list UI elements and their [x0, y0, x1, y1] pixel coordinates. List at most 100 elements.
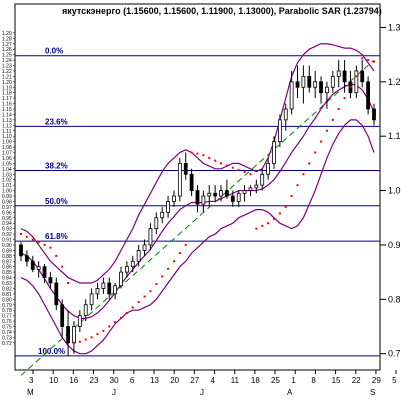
candle-body	[336, 70, 341, 77]
y-tick-label: 0.7	[388, 349, 401, 359]
trendline	[20, 59, 375, 376]
sar-dot	[267, 222, 270, 225]
y-fine-tick-label: 1.21	[2, 74, 12, 80]
sar-dot	[84, 338, 87, 341]
sar-dot	[149, 290, 152, 293]
candle-body	[219, 190, 223, 197]
x-tick-label: 30	[110, 376, 119, 385]
sar-dot	[302, 173, 305, 176]
x-tick-label: 10	[49, 376, 58, 385]
sar-dot	[155, 283, 158, 286]
candle-body	[107, 282, 112, 295]
sar-dot	[272, 217, 275, 220]
candle-body	[342, 70, 347, 83]
sar-dot	[214, 159, 217, 162]
sar-dot	[284, 205, 287, 208]
sar-dot	[337, 108, 340, 110]
y-fine-tick-label: 1.11	[2, 129, 12, 135]
y-fine-tick-label: 1.01	[2, 183, 12, 189]
candle-body	[307, 75, 312, 88]
candle-body	[354, 70, 359, 94]
y-fine-tick-label: 1.24	[2, 58, 12, 64]
sar-dot	[231, 166, 234, 169]
candle-body	[272, 141, 276, 164]
candle-body	[325, 86, 329, 94]
y-fine-tick-label: 0.74	[2, 330, 12, 336]
y-fine-tick-label: 1.02	[2, 178, 12, 184]
candle-body	[254, 184, 259, 189]
sar-dot	[114, 321, 117, 324]
x-tick-label: 13	[150, 376, 159, 385]
candle-body	[83, 304, 88, 317]
candle-body	[319, 81, 323, 94]
y-fine-tick-label: 1.19	[2, 85, 12, 91]
sar-dot	[325, 129, 328, 132]
x-month-label: S	[370, 388, 375, 397]
y-fine-tick-label: 1.00	[2, 189, 12, 195]
candle-body	[183, 162, 188, 175]
sar-dot	[184, 243, 187, 246]
chart-title: якутскэнерго (1.15600, 1.15600, 1.11900,…	[62, 6, 382, 16]
candle-body	[136, 249, 141, 262]
sar-dot	[278, 212, 281, 215]
x-month-label: M	[27, 388, 34, 397]
sar-dot	[90, 336, 93, 339]
candle-body	[330, 75, 335, 88]
candle-body	[95, 288, 100, 295]
sar-dot	[225, 164, 228, 167]
sar-dot	[49, 246, 52, 249]
y-fine-tick-label: 0.73	[2, 335, 12, 341]
sar-dot	[190, 151, 193, 154]
y-fine-tick-label: 0.77	[2, 314, 12, 320]
x-tick-label: 27	[190, 376, 199, 385]
y-fine-tick-label: 1.27	[2, 42, 12, 48]
x-tick-label: 16	[69, 376, 78, 385]
y-fine-tick-label: 1.29	[2, 31, 12, 37]
x-month-label: J	[112, 388, 116, 397]
sar-dot	[31, 238, 34, 241]
x-tick-label: 20	[170, 376, 179, 385]
candle-body	[201, 195, 206, 205]
sar-dot	[178, 252, 181, 255]
candle-body	[260, 173, 265, 186]
sar-dot	[167, 267, 170, 270]
y-fine-tick-label: 0.84	[2, 276, 12, 282]
x-tick-label: 3	[29, 376, 34, 385]
plot-frame	[14, 3, 381, 371]
y-fine-tick-label: 0.72	[2, 341, 12, 347]
x-tick-label: 22	[352, 376, 361, 385]
sar-dot	[355, 75, 358, 78]
candle-body	[177, 162, 182, 197]
sar-dot	[220, 162, 223, 165]
candle-body	[77, 315, 82, 327]
candle-body	[225, 190, 229, 197]
y-fine-tick-label: 0.85	[2, 270, 12, 276]
candle-body	[72, 326, 76, 344]
y-tick-label: 1.0	[388, 186, 401, 196]
candle-body	[66, 326, 70, 344]
candle-body	[160, 211, 165, 219]
candle-body	[54, 282, 59, 306]
y-fine-tick-label: 1.16	[2, 102, 12, 108]
y-fine-tick-label: 1.03	[2, 172, 12, 178]
sar-dot	[308, 162, 311, 165]
candle-body	[24, 255, 29, 262]
y-fine-tick-label: 1.04	[2, 167, 12, 173]
sar-dot	[137, 301, 140, 304]
sar-dot	[20, 233, 22, 236]
candle-body	[60, 304, 65, 327]
y-tick-label: 0.9	[388, 240, 401, 250]
candle-body	[207, 192, 212, 197]
candle-body	[19, 244, 23, 257]
candle-body	[30, 260, 35, 270]
sar-dot	[314, 151, 317, 154]
y-fine-tick-label: 1.07	[2, 151, 12, 157]
y-fine-tick-label: 0.98	[2, 199, 12, 205]
y-tick-label: 0.8	[388, 294, 401, 304]
sar-dot	[290, 195, 293, 197]
y-fine-tick-label: 1.13	[2, 118, 12, 124]
x-month-label: J	[200, 388, 204, 397]
sar-dot	[296, 184, 299, 187]
bollinger-lower	[20, 119, 375, 355]
y-tick-label: 1.2	[388, 77, 401, 87]
